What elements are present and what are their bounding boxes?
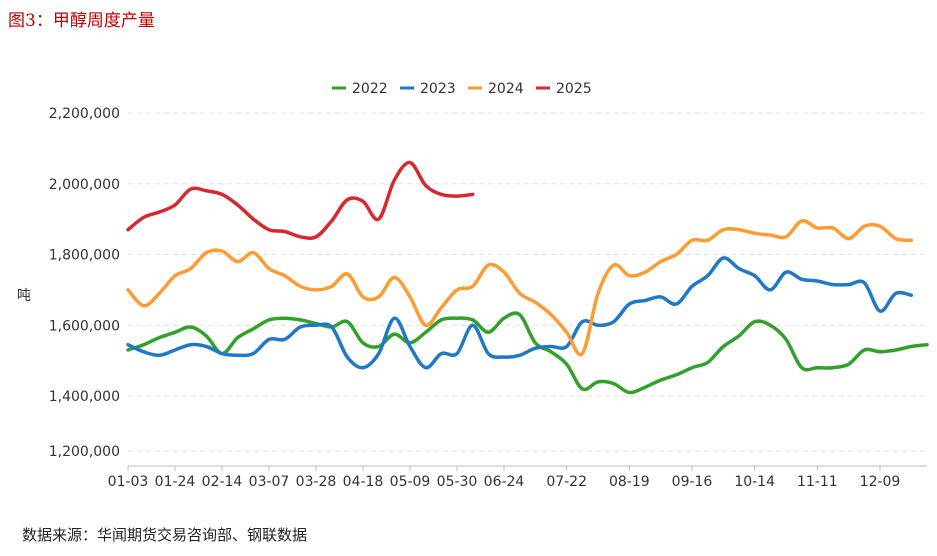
x-tick-label: 08-19 <box>609 474 650 490</box>
source-note: 数据来源：华闻期货交易咨询部、钢联数据 <box>22 526 308 544</box>
x-tick-label: 05-30 <box>437 474 478 490</box>
x-tick-label: 07-22 <box>546 474 587 490</box>
x-tick-label: 06-24 <box>484 474 525 490</box>
legend-label-2022: 2022 <box>352 81 388 97</box>
x-tick-label: 01-03 <box>108 474 149 490</box>
x-tick-label: 09-16 <box>672 474 713 490</box>
x-tick-label: 12-09 <box>860 474 901 490</box>
y-tick-label: 1,400,000 <box>49 389 120 405</box>
legend-label-2025: 2025 <box>556 81 592 97</box>
y-tick-label: 1,800,000 <box>49 248 120 264</box>
legend-label-2023: 2023 <box>420 81 456 97</box>
methanol-weekly-output-chart: 2022 2023 2024 2025 1,200,000 1,400,000 1,600… <box>17 81 929 490</box>
x-tick-label: 02-14 <box>202 474 243 490</box>
series-line-2022 <box>126 311 929 395</box>
y-axis-label: 吨 <box>17 288 31 304</box>
y-tick-label: 2,000,000 <box>49 177 120 193</box>
y-tick-label: 1,600,000 <box>49 318 120 334</box>
y-axis: 1,200,000 1,400,000 1,600,000 1,800,000 2,00… <box>49 106 120 460</box>
x-tick-label: 04-18 <box>343 474 384 490</box>
x-axis: 01-03 01-24 02-14 03-07 03-28 04-18 05-09 05-30… <box>108 465 927 490</box>
chart-legend: 2022 2023 2024 2025 <box>332 81 592 97</box>
chart-gridlines <box>128 112 927 452</box>
x-tick-label: 11-11 <box>797 474 838 490</box>
x-tick-label: 01-24 <box>155 474 196 490</box>
series-line-2025 <box>126 160 475 240</box>
series-line-2024 <box>126 218 914 357</box>
figure-title: 图3：甲醇周度产量 <box>8 11 155 31</box>
x-tick-label: 03-07 <box>249 474 290 490</box>
x-tick-label: 05-09 <box>390 474 431 490</box>
y-tick-label: 2,200,000 <box>49 106 120 122</box>
chart-lines <box>126 160 929 395</box>
series-line-2023 <box>126 256 914 370</box>
x-tick-label: 10-14 <box>734 474 775 490</box>
y-tick-label: 1,200,000 <box>49 444 120 460</box>
legend-label-2024: 2024 <box>488 81 524 97</box>
x-tick-label: 03-28 <box>296 474 337 490</box>
